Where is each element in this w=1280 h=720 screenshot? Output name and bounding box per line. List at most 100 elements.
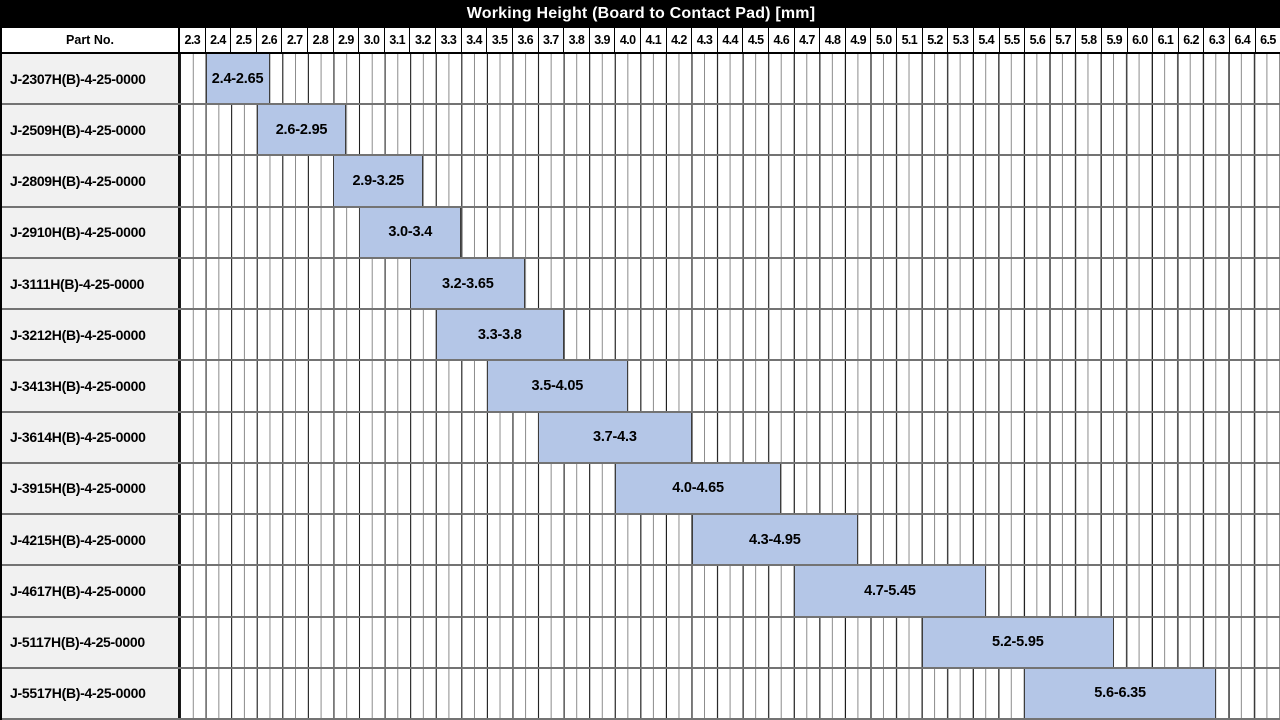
part-number: J-4215H(B)-4-25-0000 [2,515,180,565]
axis-tick: 4.1 [639,28,666,52]
axis-tick: 3.3 [435,28,461,52]
axis-tick: 2.6 [255,28,282,52]
part-number: J-5117H(B)-4-25-0000 [2,617,180,667]
axis-tick: 3.7 [537,28,564,52]
axis-tick: 5.4 [972,28,999,52]
range-bar: 5.2-5.95 [921,617,1114,667]
part-number: J-3614H(B)-4-25-0000 [2,412,180,462]
part-number: J-3212H(B)-4-25-0000 [2,310,180,360]
row-grid: 3.7-4.3 [180,412,1280,462]
axis-tick: 2.3 [184,33,201,47]
axis-tick: 4.9 [844,28,871,52]
table-row: J-3413H(B)-4-25-0000 3.5-4.05 [2,361,1280,413]
axis-tick: 3.5 [486,28,512,52]
axis-tick: 4.3 [691,28,717,52]
axis-tick: 3.0 [358,28,384,52]
range-bar: 3.0-3.4 [359,207,462,257]
axis-tick: 6.1 [1152,28,1178,52]
table-row: J-3212H(B)-4-25-0000 3.3-3.8 [2,310,1280,362]
axis-tick: 6.3 [1203,28,1229,52]
range-bar: 2.4-2.65 [205,54,270,104]
row-grid: 4.3-4.95 [180,515,1280,565]
axis-tick: 3.9 [588,28,615,52]
axis-tick: 6.4 [1228,28,1255,52]
row-grid: 5.6-6.35 [180,668,1280,719]
chart-title: Working Height (Board to Contact Pad) [m… [2,0,1280,28]
range-bar: 2.9-3.25 [333,156,424,206]
part-number: J-5517H(B)-4-25-0000 [2,668,180,719]
axis-tick: 4.0 [614,28,640,52]
part-no-header: Part No. [2,28,180,52]
axis-tick: 6.5 [1254,28,1280,52]
part-number: J-2809H(B)-4-25-0000 [2,156,180,206]
range-bar: 3.7-4.3 [538,412,692,462]
axis-tick: 3.6 [511,28,538,52]
row-grid: 4.0-4.65 [180,463,1280,514]
part-number: J-3915H(B)-4-25-0000 [2,463,180,514]
axis-header: Part No. 2.3 2.4 2.5 2.6 2.7 2.8 2.9 3.0 3.1 3.2 3… [2,28,1280,54]
table-row: J-3111H(B)-4-25-0000 3.2-3.65 [2,258,1280,311]
axis-tick: 5.8 [1075,28,1101,52]
row-grid: 2.6-2.95 [180,105,1280,155]
row-grid: 2.4-2.65 [180,54,1280,104]
range-bar: 3.2-3.65 [410,258,526,309]
row-grid: 2.9-3.25 [180,156,1280,206]
table-row: J-3614H(B)-4-25-0000 3.7-4.3 [2,412,1280,464]
row-grid: 3.2-3.65 [180,258,1280,309]
axis-tick: 5.9 [1100,28,1127,52]
axis-tick: 3.8 [563,28,589,52]
table-row: J-2809H(B)-4-25-0000 2.9-3.25 [2,156,1280,208]
table-row: J-2307H(B)-4-25-0000 2.4-2.65 [2,54,1280,106]
axis-tick: 4.7 [793,28,820,52]
axis-tick: 5.5 [998,28,1025,52]
part-number: J-2509H(B)-4-25-0000 [2,105,180,155]
table-row: J-4617H(B)-4-25-0000 4.7-5.45 [2,566,1280,618]
range-bar: 4.3-4.95 [691,515,858,565]
range-bar: 3.5-4.05 [486,361,628,411]
table-row: J-3915H(B)-4-25-0000 4.0-4.65 [2,463,1280,516]
table-row: J-4215H(B)-4-25-0000 4.3-4.95 [2,515,1280,567]
part-number: J-3413H(B)-4-25-0000 [2,361,180,411]
axis-tick: 4.4 [716,28,743,52]
part-number: J-2910H(B)-4-25-0000 [2,207,180,257]
range-bar: 4.7-5.45 [793,566,986,616]
axis-tick: 5.3 [947,28,973,52]
axis-tick: 4.2 [665,28,692,52]
axis-tick: 6.2 [1177,28,1204,52]
axis-tick: 3.4 [460,28,487,52]
row-grid: 3.0-3.4 [180,207,1280,257]
table-row: J-2910H(B)-4-25-0000 3.0-3.4 [2,207,1280,259]
axis-tick: 2.7 [281,28,307,52]
axis-tick: 4.6 [768,28,794,52]
chart-rows: J-2307H(B)-4-25-0000 2.4-2.65 J-2509H(B)-4… [2,54,1280,720]
axis-tick: 3.2 [409,28,435,52]
row-grid: 3.3-3.8 [180,310,1280,360]
axis-tick: 2.4 [204,28,231,52]
row-grid: 4.7-5.45 [180,566,1280,616]
axis-tick: 5.7 [1049,28,1076,52]
row-grid: 3.5-4.05 [180,361,1280,411]
axis-ticks: 2.3 2.4 2.5 2.6 2.7 2.8 2.9 3.0 3.1 3.2 3.3 3.4 3.5 3… [180,28,1280,52]
axis-tick: 5.6 [1024,28,1050,52]
axis-tick: 5.0 [870,28,896,52]
table-row: J-5117H(B)-4-25-0000 5.2-5.95 [2,617,1280,669]
axis-tick: 5.1 [896,28,922,52]
axis-tick: 2.9 [332,28,359,52]
table-row: J-2509H(B)-4-25-0000 2.6-2.95 [2,105,1280,157]
part-number: J-2307H(B)-4-25-0000 [2,54,180,104]
range-bar: 2.6-2.95 [256,105,347,155]
axis-tick: 4.8 [819,28,845,52]
part-number: J-4617H(B)-4-25-0000 [2,566,180,616]
axis-tick: 5.2 [921,28,948,52]
range-bar: 4.0-4.65 [614,463,782,514]
axis-tick: 4.5 [742,28,768,52]
row-grid: 5.2-5.95 [180,617,1280,667]
axis-tick: 2.8 [307,28,333,52]
part-number: J-3111H(B)-4-25-0000 [2,258,180,309]
range-bar: 5.6-6.35 [1024,668,1217,719]
axis-tick: 3.1 [383,28,410,52]
range-bar: 3.3-3.8 [435,310,564,360]
table-row: J-5517H(B)-4-25-0000 5.6-6.35 [2,668,1280,720]
axis-tick: 2.5 [230,28,256,52]
